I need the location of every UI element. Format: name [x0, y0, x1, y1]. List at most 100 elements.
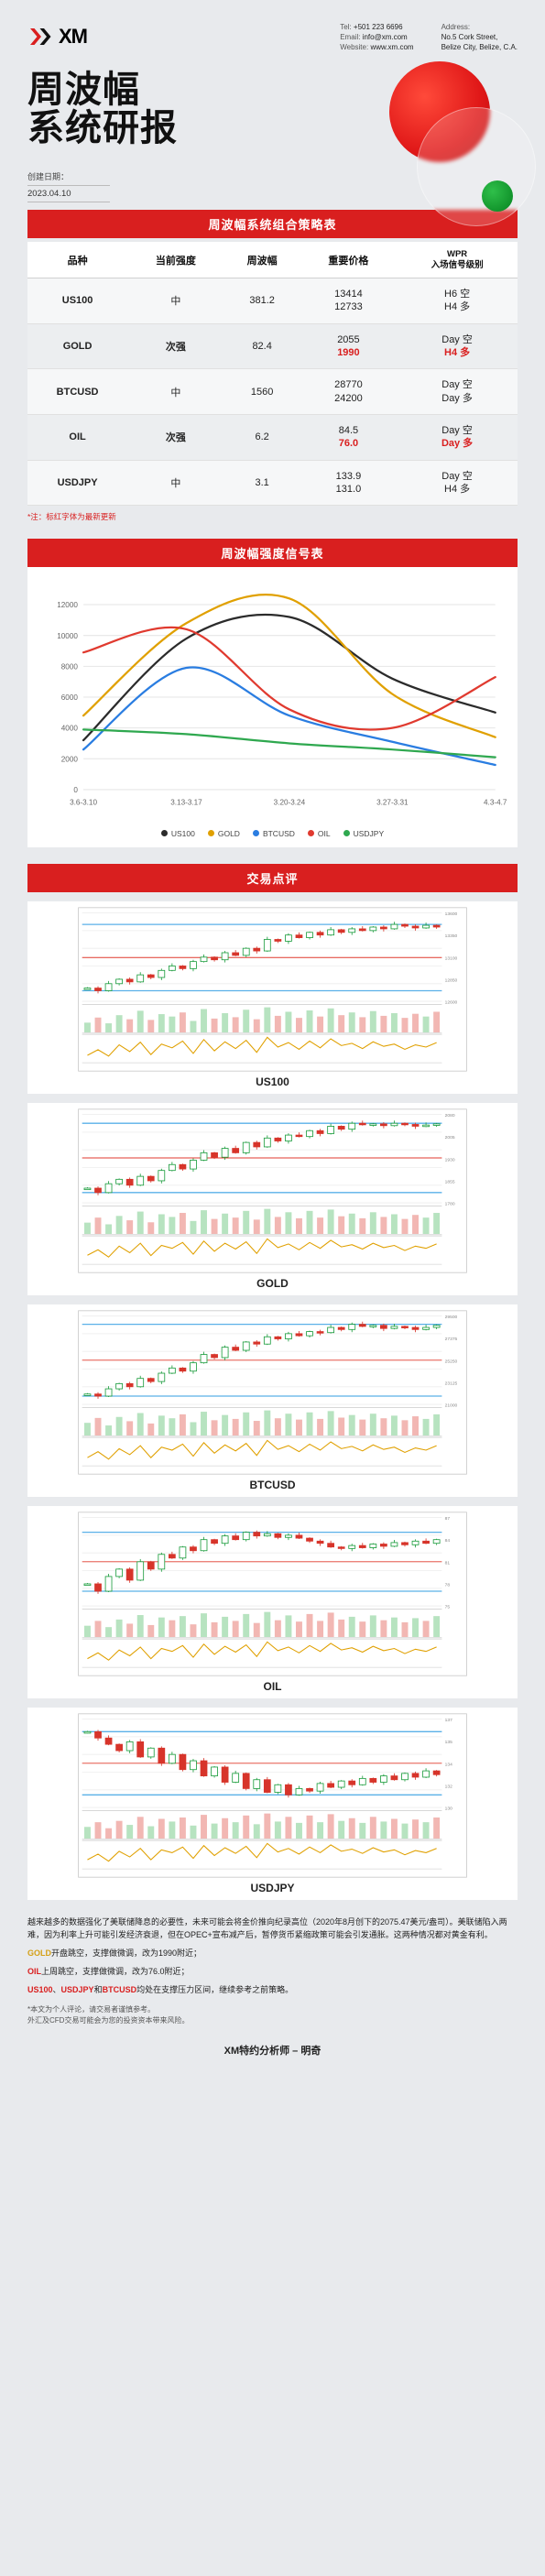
svg-text:87: 87 [445, 1516, 451, 1522]
svg-text:10000: 10000 [57, 632, 78, 640]
chart-caption: US100 [33, 1075, 512, 1088]
svg-text:3.6-3.10: 3.6-3.10 [70, 798, 97, 806]
svg-text:4000: 4000 [61, 725, 79, 733]
col-header: 周波幅 [224, 242, 300, 278]
svg-text:2005: 2005 [445, 1135, 455, 1141]
table-cell: 中 [127, 278, 223, 324]
table-cell: 82.4 [224, 323, 300, 369]
commentary-p2: GOLD开盘跳空，支撑做微调，改为1990附近； [27, 1948, 518, 1960]
hero: 周波幅 系统研报 创建日期： 2023.04.10 [27, 71, 518, 190]
legend-item: GOLD [208, 829, 240, 838]
table-row: US100中381.21341412733H6 空H4 多 [27, 278, 518, 324]
table-cell: 中 [127, 460, 223, 506]
table-cell: OIL [27, 414, 127, 460]
table-cell: 133.9131.0 [300, 460, 397, 506]
svg-text:132: 132 [445, 1784, 452, 1789]
table-row: GOLD次强82.420551990Day 空H4 多 [27, 323, 518, 369]
col-header: WPR入场信号级别 [397, 242, 518, 278]
table-cell: BTCUSD [27, 369, 127, 415]
logo-icon [27, 23, 55, 50]
signal-chart: 0200040006000800010000120003.6-3.103.13-… [27, 567, 518, 847]
table-cell: 次强 [127, 414, 223, 460]
svg-text:3.13-3.17: 3.13-3.17 [170, 798, 202, 806]
svg-text:3.20-3.24: 3.20-3.24 [274, 798, 306, 806]
trade-chart-svg: 130 132 134 135 137 [33, 1713, 512, 1878]
table-cell: USDJPY [27, 460, 127, 506]
commentary-p1: 越来越多的数据强化了美联储降息的必要性，未来可能会将金价推向纪录高位（2020年… [27, 1916, 518, 1942]
disclaimer: *本文为个人评论，请交易者谨慎参考。 外汇及CFD交易可能会为您的投资资本带来风… [27, 2004, 518, 2027]
legend-item: US100 [161, 829, 195, 838]
signal-chart-svg: 0200040006000800010000120003.6-3.103.13-… [38, 580, 507, 824]
svg-text:81: 81 [445, 1560, 451, 1566]
strategy-table: 品种当前强度周波幅重要价格WPR入场信号级别 US100中381.2134141… [27, 242, 518, 506]
svg-text:130: 130 [445, 1806, 452, 1811]
logo-text: XM [59, 25, 87, 49]
logo: XM [27, 23, 87, 50]
signal-legend: US100 GOLD BTCUSD OIL USDJPY [38, 829, 507, 838]
table-cell: GOLD [27, 323, 127, 369]
trade-chart-svg: 7578818487 [33, 1512, 512, 1676]
chart-caption: BTCUSD [33, 1479, 512, 1491]
svg-text:1780: 1780 [445, 1201, 455, 1206]
table-cell: 20551990 [300, 323, 397, 369]
table-cell: 次强 [127, 323, 223, 369]
svg-text:137: 137 [445, 1718, 452, 1723]
table-cell: H6 空H4 多 [397, 278, 518, 324]
svg-text:12000: 12000 [57, 601, 78, 609]
deco-glass-ring [417, 107, 536, 226]
legend-item: OIL [308, 829, 331, 838]
table-row: OIL次强6.284.576.0Day 空Day 多 [27, 414, 518, 460]
table-cell: 1560 [224, 369, 300, 415]
table-cell: 84.576.0 [300, 414, 397, 460]
svg-text:135: 135 [445, 1740, 452, 1745]
chart-caption: USDJPY [33, 1882, 512, 1894]
trade-chart-svg: 1260012850131001335013600 [33, 907, 512, 1072]
svg-text:6000: 6000 [61, 693, 79, 702]
svg-text:75: 75 [445, 1604, 451, 1610]
commentary-p4: US100、USDJPY和BTCUSD均处在支撑压力区间，继续参考之前策略。 [27, 1984, 518, 1997]
trade-chart: 7578818487OIL [27, 1506, 518, 1698]
chart-caption: GOLD [33, 1277, 512, 1290]
contact-block: Tel: +501 223 6696 Email: info@xm.com We… [340, 23, 518, 52]
table-row: BTCUSD中15602877024200Day 空Day 多 [27, 369, 518, 415]
section3-bar: 交易点评 [27, 864, 518, 892]
svg-text:27375: 27375 [445, 1337, 458, 1342]
table-cell: Day 空H4 多 [397, 323, 518, 369]
svg-text:12600: 12600 [445, 999, 458, 1005]
trade-chart-svg: 2100023125252502737529500 [33, 1310, 512, 1475]
col-header: 重要价格 [300, 242, 397, 278]
svg-text:84: 84 [445, 1538, 451, 1544]
svg-text:2080: 2080 [445, 1113, 455, 1119]
table-cell: 1341412733 [300, 278, 397, 324]
svg-text:13600: 13600 [445, 911, 458, 917]
contact-col-left: Tel: +501 223 6696 Email: info@xm.com We… [340, 23, 413, 52]
legend-item: USDJPY [343, 829, 385, 838]
contact-col-right: Address: No.5 Cork Street, Belize City, … [441, 23, 518, 52]
svg-text:21000: 21000 [445, 1403, 458, 1408]
author: XM特约分析师 – 明奇 [27, 2043, 518, 2058]
trade-chart: 130 132 134 135 137 USDJPY [27, 1708, 518, 1900]
commentary-p3: OIL上周跳空，支撑做微调，改为76.0附近； [27, 1966, 518, 1979]
header: XM Tel: +501 223 6696 Email: info@xm.com… [27, 23, 518, 52]
svg-text:23125: 23125 [445, 1381, 458, 1386]
trade-chart: 1260012850131001335013600US100 [27, 901, 518, 1094]
svg-text:13350: 13350 [445, 933, 458, 939]
svg-text:12850: 12850 [445, 977, 458, 983]
svg-text:0: 0 [73, 786, 78, 794]
legend-item: BTCUSD [253, 829, 295, 838]
svg-text:2000: 2000 [61, 755, 79, 763]
svg-text:134: 134 [445, 1762, 452, 1767]
section2-bar: 周波幅强度信号表 [27, 539, 518, 567]
table-cell: 中 [127, 369, 223, 415]
trade-chart-svg: 17801855193020052080 [33, 1108, 512, 1273]
table-footnote: *注：标红字体为最新更新 [27, 511, 518, 522]
table-cell: 3.1 [224, 460, 300, 506]
svg-text:25250: 25250 [445, 1359, 458, 1364]
table-cell: 381.2 [224, 278, 300, 324]
table-cell: Day 空H4 多 [397, 460, 518, 506]
col-header: 当前强度 [127, 242, 223, 278]
svg-text:3.27-3.31: 3.27-3.31 [376, 798, 409, 806]
chart-caption: OIL [33, 1680, 512, 1693]
trade-chart: 2100023125252502737529500BTCUSD [27, 1304, 518, 1497]
col-header: 品种 [27, 242, 127, 278]
